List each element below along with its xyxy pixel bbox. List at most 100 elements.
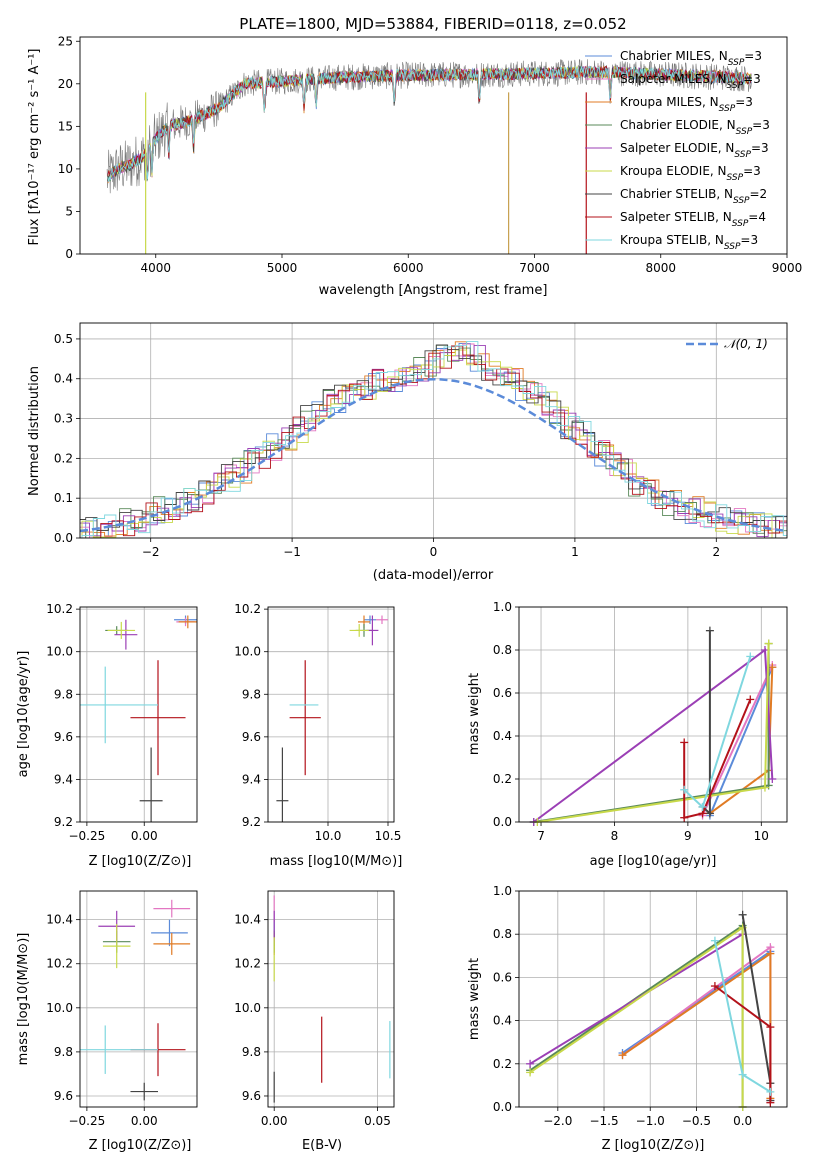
y-tick-label: 9.4 [54, 772, 73, 786]
x-tick-label: 10 [754, 829, 769, 843]
y-tick-label: 0.5 [54, 332, 73, 346]
axes-frame [518, 606, 788, 823]
x-tick-label: −1 [283, 545, 301, 559]
normal-reference-curve [80, 377, 787, 533]
errorbar-points [276, 615, 388, 822]
axes-frame [267, 890, 395, 1108]
y-tick-label: 10.2 [46, 602, 73, 616]
y-tick-label: 10.2 [234, 602, 261, 616]
legend-entry-label: Chabrier STELIB, NSSP=2 [620, 187, 767, 206]
mass-vs-metallicity-panel: −0.25 0.00 9.6 9.8 10.0 10.2 10.4 Z [log10(Z/Z… [16, 890, 198, 1153]
residual-histogram-panel: −2 −1 0 1 2 0.0 0.1 0.2 0.3 0.4 0.5 (data-model)/e… [27, 322, 788, 583]
y-tick-label: 10.4 [234, 913, 261, 927]
y-tick-label: 0.2 [493, 1057, 512, 1071]
x-tick-label: −0.5 [682, 1114, 711, 1128]
errorbar-points [80, 615, 197, 822]
weight-series-line [683, 699, 752, 819]
x-tick-label: 2 [712, 545, 720, 559]
x-tick-label: 0.00 [261, 1114, 288, 1128]
errorbar-points [80, 899, 191, 1101]
spectrum-legend: Chabrier MILES, NSSP=3 Salpeter MILES, NS… [585, 49, 770, 252]
mass-ebv-plot-area: 0.00 0.05 9.6 9.8 10.0 10.2 10.4 [234, 890, 395, 1128]
axes-frame [518, 890, 788, 1108]
histogram-xlabel: (data-model)/error [373, 568, 494, 583]
legend-normal-label: 𝒩(0, 1) [724, 337, 768, 351]
x-tick-label: −1.5 [589, 1114, 618, 1128]
spectrum-ylabel: Flux [fλ10⁻¹⁷ erg cm⁻² s⁻¹ A⁻¹] [27, 49, 42, 246]
legend-entry-label: Salpeter STELIB, NSSP=4 [620, 210, 766, 229]
y-tick-label: 1.0 [493, 884, 512, 898]
weight-vs-age-panel: 7 8 9 10 0.0 0.2 0.4 0.6 0.8 1.0 age [log10(age/y… [467, 600, 788, 869]
histogram-legend: 𝒩(0, 1) [686, 337, 768, 351]
age-z-ylabel: age [log10(age/yr)] [16, 651, 31, 778]
y-tick-label: 9.8 [242, 687, 261, 701]
x-tick-label: −2.0 [543, 1114, 572, 1128]
y-tick-label: 15 [58, 119, 73, 133]
x-tick-label: 0.00 [131, 1114, 158, 1128]
y-tick-label: 9.4 [242, 772, 261, 786]
mass-z-ylabel: mass [log10(M/M⊙)] [16, 933, 31, 1066]
x-tick-label: 5000 [267, 261, 298, 275]
y-tick-label: 0.6 [493, 970, 512, 984]
histogram-step-series [80, 345, 787, 538]
axes-frame [79, 606, 198, 823]
x-tick-label: 4000 [140, 261, 171, 275]
x-tick-label: 7 [537, 829, 545, 843]
spectrum-panel: PLATE=1800, MJD=53884, FIBERID=0118, z=0… [27, 15, 802, 298]
y-tick-label: 10.4 [46, 913, 73, 927]
mass-vs-ebv-panel: 0.00 0.05 9.6 9.8 10.0 10.2 10.4 E(B-V) [234, 890, 395, 1153]
x-tick-label: 8000 [645, 261, 676, 275]
y-tick-label: 10.0 [46, 1001, 73, 1015]
weight-lines [529, 626, 777, 826]
y-tick-label: 10.0 [234, 645, 261, 659]
age-z-plot-area: −0.25 0.00 9.2 9.4 9.6 9.8 10.0 10.2 [46, 602, 198, 843]
model-spectrum-line [107, 65, 752, 182]
legend-entry-label: Kroupa MILES, NSSP=3 [620, 95, 753, 114]
mass-z-plot-area: −0.25 0.00 9.6 9.8 10.0 10.2 10.4 [46, 890, 198, 1128]
x-tick-label: 0 [430, 545, 438, 559]
x-tick-label: 9 [684, 829, 692, 843]
legend-entry-label: Kroupa STELIB, NSSP=3 [620, 233, 758, 252]
y-tick-label: 10.2 [46, 957, 73, 971]
weight-series-line [708, 666, 774, 816]
y-tick-label: 0.8 [493, 927, 512, 941]
weight-age-plot-area: 7 8 9 10 0.0 0.2 0.4 0.6 0.8 1.0 [493, 600, 788, 843]
histogram-step-series [81, 341, 787, 538]
axes-frame [79, 322, 788, 539]
y-tick-label: 9.6 [242, 1089, 261, 1103]
histogram-step-series [80, 344, 787, 538]
y-tick-label: 9.2 [242, 815, 261, 829]
spectrum-lines [106, 59, 752, 254]
histogram-ylabel: Normed distribution [27, 366, 42, 496]
y-tick-label: 9.2 [54, 815, 73, 829]
legend-entry-label: Salpeter MILES, NSSP=3 [620, 72, 761, 91]
y-tick-label: 9.6 [242, 730, 261, 744]
x-tick-label: 0.00 [131, 829, 158, 843]
weight-lines [526, 910, 775, 1111]
x-tick-label: 0.05 [364, 1114, 391, 1128]
spectrum-plot-area: 4000 5000 6000 7000 8000 9000 0 5 10 15 20 25 [58, 34, 803, 275]
x-tick-label: −0.25 [68, 1114, 105, 1128]
y-tick-label: 20 [58, 77, 73, 91]
x-tick-label: 1 [571, 545, 579, 559]
spectrum-title: PLATE=1800, MJD=53884, FIBERID=0118, z=0… [239, 15, 626, 33]
y-tick-label: 10 [58, 162, 73, 176]
y-tick-label: 9.8 [54, 1045, 73, 1059]
errorbar-points [273, 895, 391, 1103]
age-mass-xlabel: mass [log10(M/M⊙)] [270, 854, 403, 869]
y-tick-label: 0.0 [493, 815, 512, 829]
age-z-xlabel: Z [log10(Z/Z⊙)] [89, 854, 192, 869]
spectrum-xlabel: wavelength [Angstrom, rest frame] [319, 283, 548, 298]
x-tick-label: 6000 [393, 261, 424, 275]
mass-ebv-xlabel: E(B-V) [302, 1138, 342, 1153]
y-tick-label: 9.8 [54, 687, 73, 701]
weight-z-ylabel: mass weight [467, 958, 482, 1040]
x-tick-label: 7000 [519, 261, 550, 275]
histogram-step-series [80, 343, 787, 538]
weight-series-line [701, 664, 774, 816]
y-tick-label: 0.6 [493, 686, 512, 700]
y-tick-label: 0.0 [493, 1100, 512, 1114]
age-vs-metallicity-panel: −0.25 0.00 9.2 9.4 9.6 9.8 10.0 10.2 Z [log10(Z… [16, 602, 198, 869]
y-tick-label: 0.2 [54, 451, 73, 465]
